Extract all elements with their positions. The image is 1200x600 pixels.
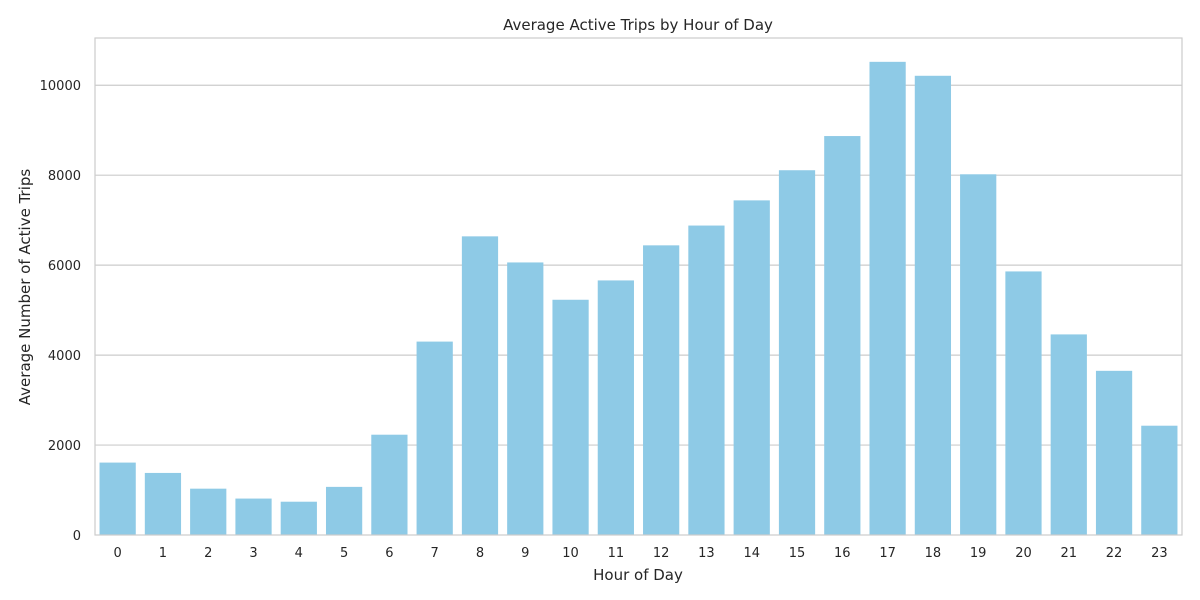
x-tick-label: 2 <box>204 546 212 561</box>
x-tick-label: 9 <box>521 546 529 561</box>
x-tick-label: 1 <box>159 546 167 561</box>
bar-hour-6 <box>371 434 408 535</box>
bar-hour-10 <box>552 299 589 535</box>
bar-hour-0 <box>99 462 136 535</box>
gridlines <box>95 84 1182 446</box>
x-tick-label: 8 <box>476 546 484 561</box>
bar-hour-17 <box>869 61 906 535</box>
x-tick-label: 18 <box>925 546 942 561</box>
x-tick-labels: 0 1 2 3 4 5 6 7 8 9 10 11 12 13 14 15 16 17 18 19 20 21 22 23 <box>114 546 1168 561</box>
x-tick-label: 14 <box>743 546 760 561</box>
x-tick-label: 20 <box>1015 546 1032 561</box>
x-tick-label: 0 <box>114 546 122 561</box>
y-tick-label: 0 <box>73 529 81 544</box>
bar-hour-15 <box>778 170 816 535</box>
x-tick-label: 21 <box>1060 546 1077 561</box>
plot-frame <box>94 37 1183 536</box>
x-tick-label: 6 <box>385 546 393 561</box>
bar-hour-23 <box>1141 425 1178 535</box>
x-tick-label: 12 <box>653 546 670 561</box>
bars <box>99 61 1178 536</box>
x-tick-label: 15 <box>789 546 806 561</box>
x-tick-label: 11 <box>608 546 625 561</box>
x-tick-label: 16 <box>834 546 851 561</box>
x-tick-label: 23 <box>1151 546 1168 561</box>
y-tick-label: 2000 <box>48 439 81 454</box>
bar-hour-2 <box>190 488 227 535</box>
x-tick-label: 19 <box>970 546 987 561</box>
bar-hour-13 <box>688 225 725 535</box>
bar-hour-5 <box>325 486 363 535</box>
y-tick-label: 4000 <box>48 349 81 364</box>
x-tick-label: 4 <box>295 546 303 561</box>
bar-hour-3 <box>235 498 272 535</box>
bar-hour-11 <box>597 280 634 535</box>
y-tick-label: 6000 <box>48 259 81 274</box>
bar-hour-9 <box>507 262 544 535</box>
bar-hour-7 <box>416 341 453 535</box>
bar-hour-1 <box>144 472 182 535</box>
bar-hour-20 <box>1005 271 1042 535</box>
x-tick-label: 3 <box>249 546 257 561</box>
y-tick-label: 8000 <box>48 169 81 184</box>
bar-hour-22 <box>1095 370 1133 535</box>
y-axis-label: Average Number of Active Trips <box>16 169 34 406</box>
x-axis-label: Hour of Day <box>593 566 683 584</box>
chart-title: Average Active Trips by Hour of Day <box>503 16 773 34</box>
bar-hour-12 <box>643 245 680 535</box>
x-tick-label: 7 <box>431 546 439 561</box>
bar-hour-18 <box>914 75 952 535</box>
x-tick-label: 5 <box>340 546 348 561</box>
x-tick-label: 22 <box>1106 546 1123 561</box>
y-tick-labels: 0 2000 4000 6000 8000 10000 <box>40 79 81 544</box>
x-tick-label: 17 <box>879 546 896 561</box>
bar-hour-16 <box>824 136 861 536</box>
bar-hour-21 <box>1050 334 1087 535</box>
x-tick-label: 10 <box>562 546 579 561</box>
y-tick-label: 10000 <box>40 79 81 94</box>
bar-hour-4 <box>280 501 317 535</box>
x-tick-label: 13 <box>698 546 715 561</box>
bar-hour-14 <box>733 200 770 535</box>
bar-hour-8 <box>461 236 499 535</box>
bar-hour-19 <box>960 174 997 536</box>
